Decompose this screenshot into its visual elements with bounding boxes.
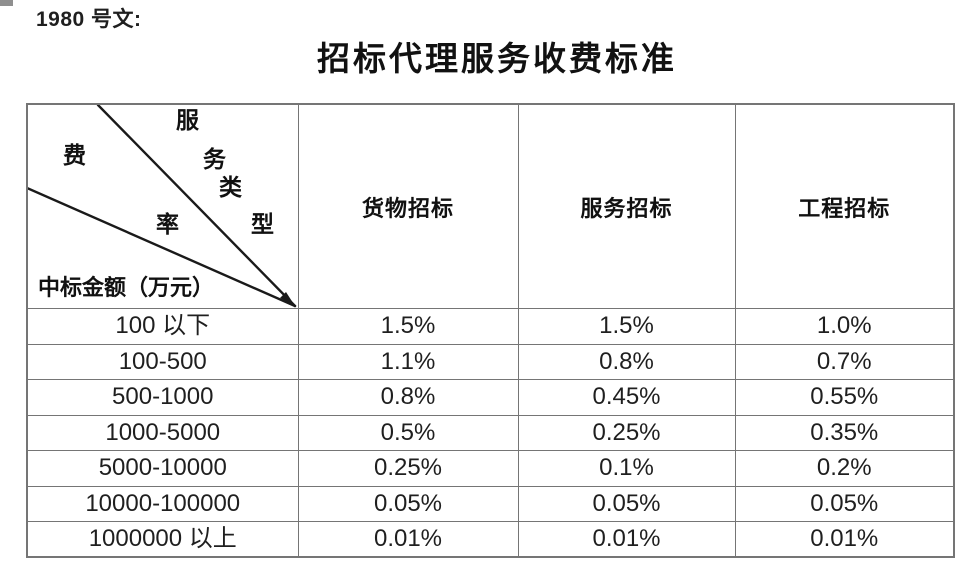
fee-cell: 0.7% <box>734 343 955 380</box>
fee-cell: 0.45% <box>517 379 736 416</box>
fee-cell: 0.05% <box>734 485 955 522</box>
fee-cell: 1.5% <box>517 308 736 345</box>
row-amount: 100-500 <box>26 343 299 380</box>
column-header-works: 工程招标 <box>734 103 955 309</box>
table-row: 1000000 以上 0.01% 0.01% 0.01% <box>26 521 955 558</box>
row-amount: 1000000 以上 <box>26 521 299 558</box>
line-end-arrowhead <box>280 292 295 306</box>
table-row: 10000-100000 0.05% 0.05% 0.05% <box>26 485 955 522</box>
table-row: 500-1000 0.8% 0.45% 0.55% <box>26 379 955 416</box>
fee-cell: 0.05% <box>297 485 519 522</box>
fee-cell: 0.01% <box>734 521 955 558</box>
fee-cell: 0.8% <box>517 343 736 380</box>
corner-label-amount: 中标金额（万元） <box>38 275 215 300</box>
row-amount: 100 以下 <box>26 308 299 345</box>
table-row: 100-500 1.1% 0.8% 0.7% <box>26 343 955 380</box>
fee-cell: 1.5% <box>297 308 519 345</box>
table-header-row: 服 务 类 型 费 率 中标金额（万元） 货物招标 服务招标 工程招标 <box>26 103 955 309</box>
table-row: 5000-10000 0.25% 0.1% 0.2% <box>26 450 955 487</box>
diagonal-lines-graphic <box>28 105 297 308</box>
fee-cell: 1.0% <box>734 308 955 345</box>
corner-label-service-type-char: 务 <box>203 147 226 172</box>
row-amount: 500-1000 <box>26 379 299 416</box>
fee-cell: 0.05% <box>517 485 736 522</box>
doc-ref: 1980 号文: <box>36 8 142 31</box>
fee-table-container: 服 务 类 型 费 率 中标金额（万元） 货物招标 服务招标 工程招标 100 … <box>26 103 955 558</box>
fee-cell: 0.25% <box>297 450 519 487</box>
table-body: 服 务 类 型 费 率 中标金额（万元） 货物招标 服务招标 工程招标 100 … <box>26 103 955 558</box>
fee-cell: 0.1% <box>517 450 736 487</box>
fee-cell: 0.5% <box>297 414 519 451</box>
row-amount: 5000-10000 <box>26 450 299 487</box>
fee-cell: 0.01% <box>297 521 519 558</box>
corner-diagonal-box: 服 务 类 型 费 率 中标金额（万元） <box>28 105 297 308</box>
corner-label-rate-char: 费 <box>63 143 86 168</box>
fee-cell: 0.2% <box>734 450 955 487</box>
corner-label-service-type-char: 型 <box>251 212 274 237</box>
scan-edge-artifact <box>0 0 13 6</box>
row-amount: 1000-5000 <box>26 414 299 451</box>
corner-header-cell: 服 务 类 型 费 率 中标金额（万元） <box>26 103 299 309</box>
fee-cell: 1.1% <box>297 343 519 380</box>
table-row: 100 以下 1.5% 1.5% 1.0% <box>26 308 955 345</box>
fee-cell: 0.35% <box>734 414 955 451</box>
fee-cell: 0.55% <box>734 379 955 416</box>
corner-label-service-type-char: 服 <box>176 108 199 133</box>
corner-label-service-type-char: 类 <box>219 175 242 200</box>
corner-label-rate-char: 率 <box>156 212 179 237</box>
table-row: 1000-5000 0.5% 0.25% 0.35% <box>26 414 955 451</box>
fee-table: 服 务 类 型 费 率 中标金额（万元） 货物招标 服务招标 工程招标 100 … <box>26 103 955 558</box>
fee-cell: 0.25% <box>517 414 736 451</box>
column-header-service: 服务招标 <box>517 103 736 309</box>
fee-cell: 0.8% <box>297 379 519 416</box>
row-amount: 10000-100000 <box>26 485 299 522</box>
column-header-goods: 货物招标 <box>297 103 519 309</box>
page-title: 招标代理服务收费标准 <box>317 42 677 78</box>
fee-cell: 0.01% <box>517 521 736 558</box>
